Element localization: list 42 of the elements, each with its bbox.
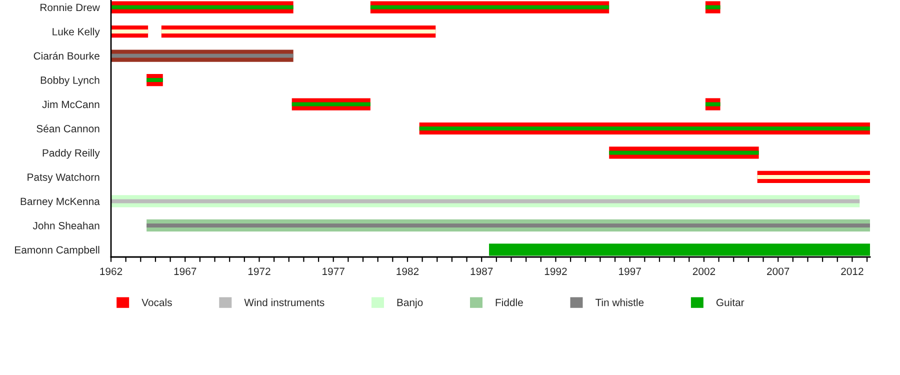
x-tick-label: 2002 bbox=[692, 268, 716, 276]
x-tick-label: 1972 bbox=[248, 268, 270, 276]
y-tick-label: Bobby Lynch bbox=[40, 76, 100, 86]
legend-label: Wind instruments bbox=[244, 298, 324, 306]
bar bbox=[111, 5, 294, 10]
x-tick-label: 1982 bbox=[396, 268, 419, 276]
bar bbox=[146, 78, 163, 82]
bar bbox=[370, 5, 610, 10]
bar bbox=[757, 174, 870, 180]
bar bbox=[705, 102, 720, 106]
bar bbox=[111, 54, 294, 58]
y-tick-label: Patsy Watchorn bbox=[28, 173, 100, 183]
x-tick-label: 2007 bbox=[767, 268, 790, 276]
y-tick-label: John Sheahan bbox=[32, 222, 100, 230]
y-tick-label: Jim McCann bbox=[42, 100, 100, 108]
y-tick-label: Paddy Reilly bbox=[42, 148, 100, 159]
x-tick-label: 1987 bbox=[470, 268, 493, 276]
y-tick-label: Barney McKenna bbox=[20, 198, 100, 208]
legend-label: Guitar bbox=[716, 298, 744, 306]
bar bbox=[419, 126, 870, 131]
bar bbox=[292, 102, 370, 106]
x-tick-label: 1997 bbox=[619, 268, 641, 276]
y-tick-label: Ronnie Drew bbox=[40, 4, 100, 12]
bar bbox=[111, 199, 860, 204]
legend-label: Vocals bbox=[142, 298, 172, 306]
bar bbox=[111, 30, 148, 34]
x-tick-label: 1967 bbox=[174, 268, 196, 276]
y-tick-label: Séan Cannon bbox=[36, 124, 100, 132]
x-tick-label: 2012 bbox=[841, 268, 864, 276]
x-tick-label: 1992 bbox=[544, 268, 567, 276]
legend-label: Banjo bbox=[397, 298, 423, 308]
bar bbox=[609, 150, 759, 155]
y-tick-label: Ciarán Bourke bbox=[34, 52, 100, 60]
legend-label: Fiddle bbox=[496, 298, 523, 306]
bar bbox=[705, 5, 720, 10]
bar bbox=[161, 30, 436, 34]
y-tick-label: Luke Kelly bbox=[52, 28, 100, 38]
bar bbox=[146, 223, 870, 228]
legend-label: Tin whistle bbox=[595, 298, 644, 306]
x-tick-label: 1962 bbox=[100, 268, 122, 276]
y-tick-label: Eamonn Campbell bbox=[15, 246, 100, 256]
x-tick-label: 1977 bbox=[322, 268, 344, 276]
